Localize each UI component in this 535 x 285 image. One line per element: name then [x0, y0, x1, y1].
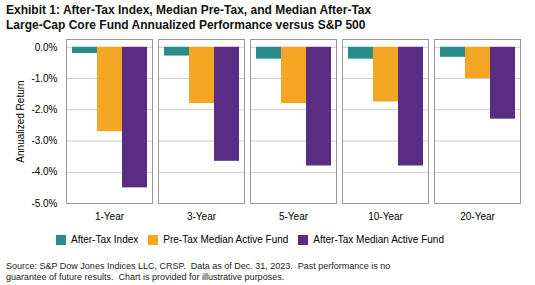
svg-text:-2.0%: -2.0% [31, 104, 57, 115]
html-text:After-Tax Index: After-Tax Index [71, 234, 139, 245]
html-text:Source: S&P Dow Jones Indices: Source: S&P Dow Jones Indices LLC, CRSP.… [6, 261, 391, 282]
svg-text:5-Year: 5-Year [279, 211, 309, 222]
html-text:After-Tax Median Active Fund: After-Tax Median Active Fund [313, 234, 444, 245]
svg-text:-3.0%: -3.0% [31, 135, 57, 146]
html-text:Pre-Tax Median Active Fund: Pre-Tax Median Active Fund [163, 234, 289, 245]
svg-text:0.0%: 0.0% [35, 42, 58, 53]
svg-text:3-Year: 3-Year [187, 211, 217, 222]
svg-text:-5.0%: -5.0% [31, 198, 57, 209]
svg-text:20-Year: 20-Year [460, 211, 495, 222]
svg-text:-1.0%: -1.0% [31, 73, 57, 84]
svg-text:10-Year: 10-Year [368, 211, 403, 222]
svg-text:-4.0%: -4.0% [31, 166, 57, 177]
html-text:Exhibit 1: After-Tax Index, Me: Exhibit 1: After-Tax Index, Median Pre-T… [6, 3, 372, 32]
svg-text:1-Year: 1-Year [95, 211, 125, 222]
svg-text:Annualized Return: Annualized Return [15, 80, 26, 162]
